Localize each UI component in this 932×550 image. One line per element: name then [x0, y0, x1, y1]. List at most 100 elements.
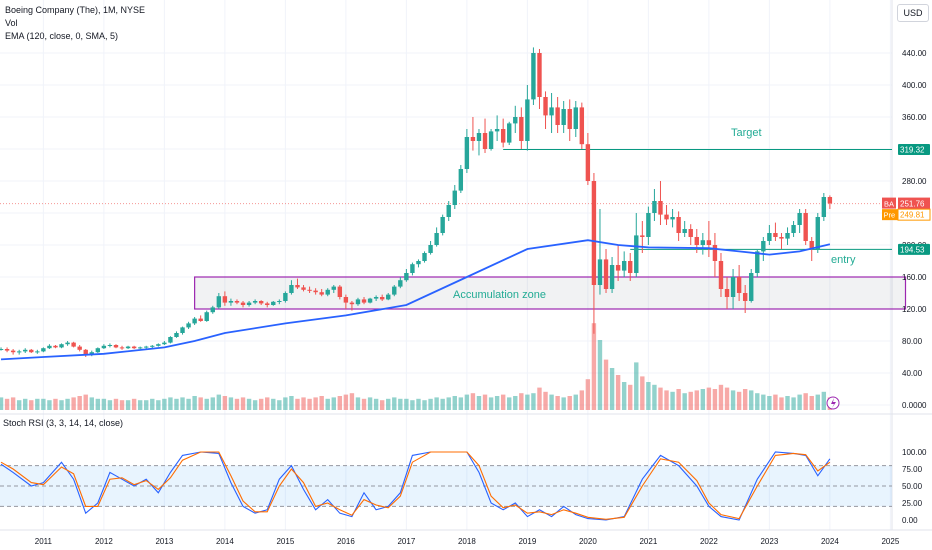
candle-body	[95, 348, 101, 353]
candle-body	[658, 201, 663, 215]
chart-title: Boeing Company (The), 1M, NYSE	[5, 5, 146, 15]
candle-body	[83, 349, 88, 355]
candle-body	[392, 286, 397, 295]
volume-bar	[65, 398, 70, 410]
volume-bar	[736, 391, 742, 410]
candle-body	[234, 301, 240, 303]
candle-body	[23, 349, 28, 352]
volume-bar	[125, 400, 131, 410]
volume-bar	[652, 384, 657, 410]
volume-bar	[355, 397, 361, 410]
candle-body	[428, 245, 433, 253]
time-axis[interactable]: 2011 2012 2013 2014 2015 2016 2017 2018 2019 2020…	[0, 529, 932, 546]
volume-bar	[531, 393, 536, 410]
annotations: Target entry Accumulation zone	[453, 127, 856, 301]
time-tick-label: 2025	[881, 537, 899, 546]
candle-body	[809, 241, 814, 249]
volume-bar	[331, 397, 336, 410]
candle-body	[724, 289, 730, 297]
volume-bar	[234, 398, 240, 410]
candle-body	[222, 296, 228, 303]
volume-bar	[452, 396, 457, 410]
price-tick-label: 0.0000	[902, 401, 927, 410]
candle-body	[156, 344, 161, 346]
candle-body	[4, 349, 10, 351]
candle-body	[271, 301, 276, 305]
candle-body	[700, 240, 706, 245]
volume-bar	[35, 398, 40, 410]
time-tick-label: 2022	[700, 537, 718, 546]
candle-body	[597, 259, 603, 285]
candle-body	[676, 217, 681, 233]
volume-bar	[156, 400, 161, 410]
volume-bar	[10, 397, 16, 410]
volume-bar	[204, 398, 209, 410]
price-tick-label: 80.00	[902, 337, 923, 346]
volume-bar	[779, 397, 784, 410]
candle-body	[634, 235, 639, 273]
accumulation-zone[interactable]	[194, 276, 907, 310]
stoch-rsi-pane	[0, 451, 892, 521]
volume-bar	[803, 393, 808, 410]
volume-bar	[313, 397, 318, 410]
ba-tag: BA	[884, 200, 894, 209]
candle-body	[718, 261, 724, 289]
volume-bar	[4, 398, 10, 410]
candle-body	[404, 273, 409, 281]
volume-bar	[392, 397, 397, 410]
candle-body	[16, 351, 22, 353]
candle-body	[803, 213, 808, 241]
flash-icon[interactable]	[826, 396, 840, 410]
volume-bar	[59, 400, 64, 410]
candle-body	[537, 53, 542, 97]
candle-body	[131, 346, 137, 349]
volume-bar	[585, 379, 591, 410]
time-tick-label: 2016	[337, 537, 355, 546]
volume-bar	[349, 393, 355, 410]
pre-price-badge-bg	[897, 208, 931, 221]
volume-bar	[428, 398, 433, 410]
volume-bar	[567, 396, 572, 410]
stoch-tick-label: 100.00	[902, 448, 927, 457]
candle-body	[736, 277, 742, 293]
candle-body	[440, 217, 445, 233]
volume-bar	[398, 398, 403, 410]
volume-bar	[761, 394, 766, 410]
candle-body	[446, 205, 451, 217]
candle-body	[464, 137, 470, 169]
price-tick-label: 440.00	[902, 49, 927, 58]
stoch-k-line	[0, 451, 831, 521]
volume-bar	[289, 396, 294, 410]
candle-body	[216, 296, 222, 308]
volume-bar	[137, 400, 143, 410]
candle-body	[682, 229, 687, 233]
price-tick-label: 120.00	[902, 305, 927, 314]
time-tick-label: 2023	[760, 537, 778, 546]
candle-body	[785, 233, 790, 239]
candle-body	[452, 190, 457, 205]
stoch-d-line	[0, 451, 831, 520]
volume-bar	[53, 398, 58, 410]
candle-body	[113, 345, 119, 348]
candle-body	[119, 347, 125, 349]
volume-bar	[682, 393, 687, 410]
volume-bar	[724, 387, 730, 410]
target-price-badge: 319.32	[900, 146, 925, 155]
candle-body	[422, 253, 427, 261]
candle-body	[137, 347, 143, 349]
entry-price-badge: 194.53	[900, 245, 925, 254]
candle-body	[519, 117, 524, 141]
volume-bar	[519, 393, 524, 410]
volume-bar	[664, 390, 669, 410]
candle-body	[289, 285, 294, 293]
volume-bar	[337, 396, 343, 410]
volume-bar	[821, 391, 827, 410]
volume-bar	[488, 397, 494, 410]
time-tick-label: 2015	[276, 537, 294, 546]
zone-annotation: Accumulation zone	[453, 289, 546, 301]
stoch-tick-label: 75.00	[902, 465, 923, 474]
candle-body	[35, 351, 40, 353]
volume-bar	[416, 398, 421, 410]
currency-button[interactable]: USD	[897, 4, 929, 22]
